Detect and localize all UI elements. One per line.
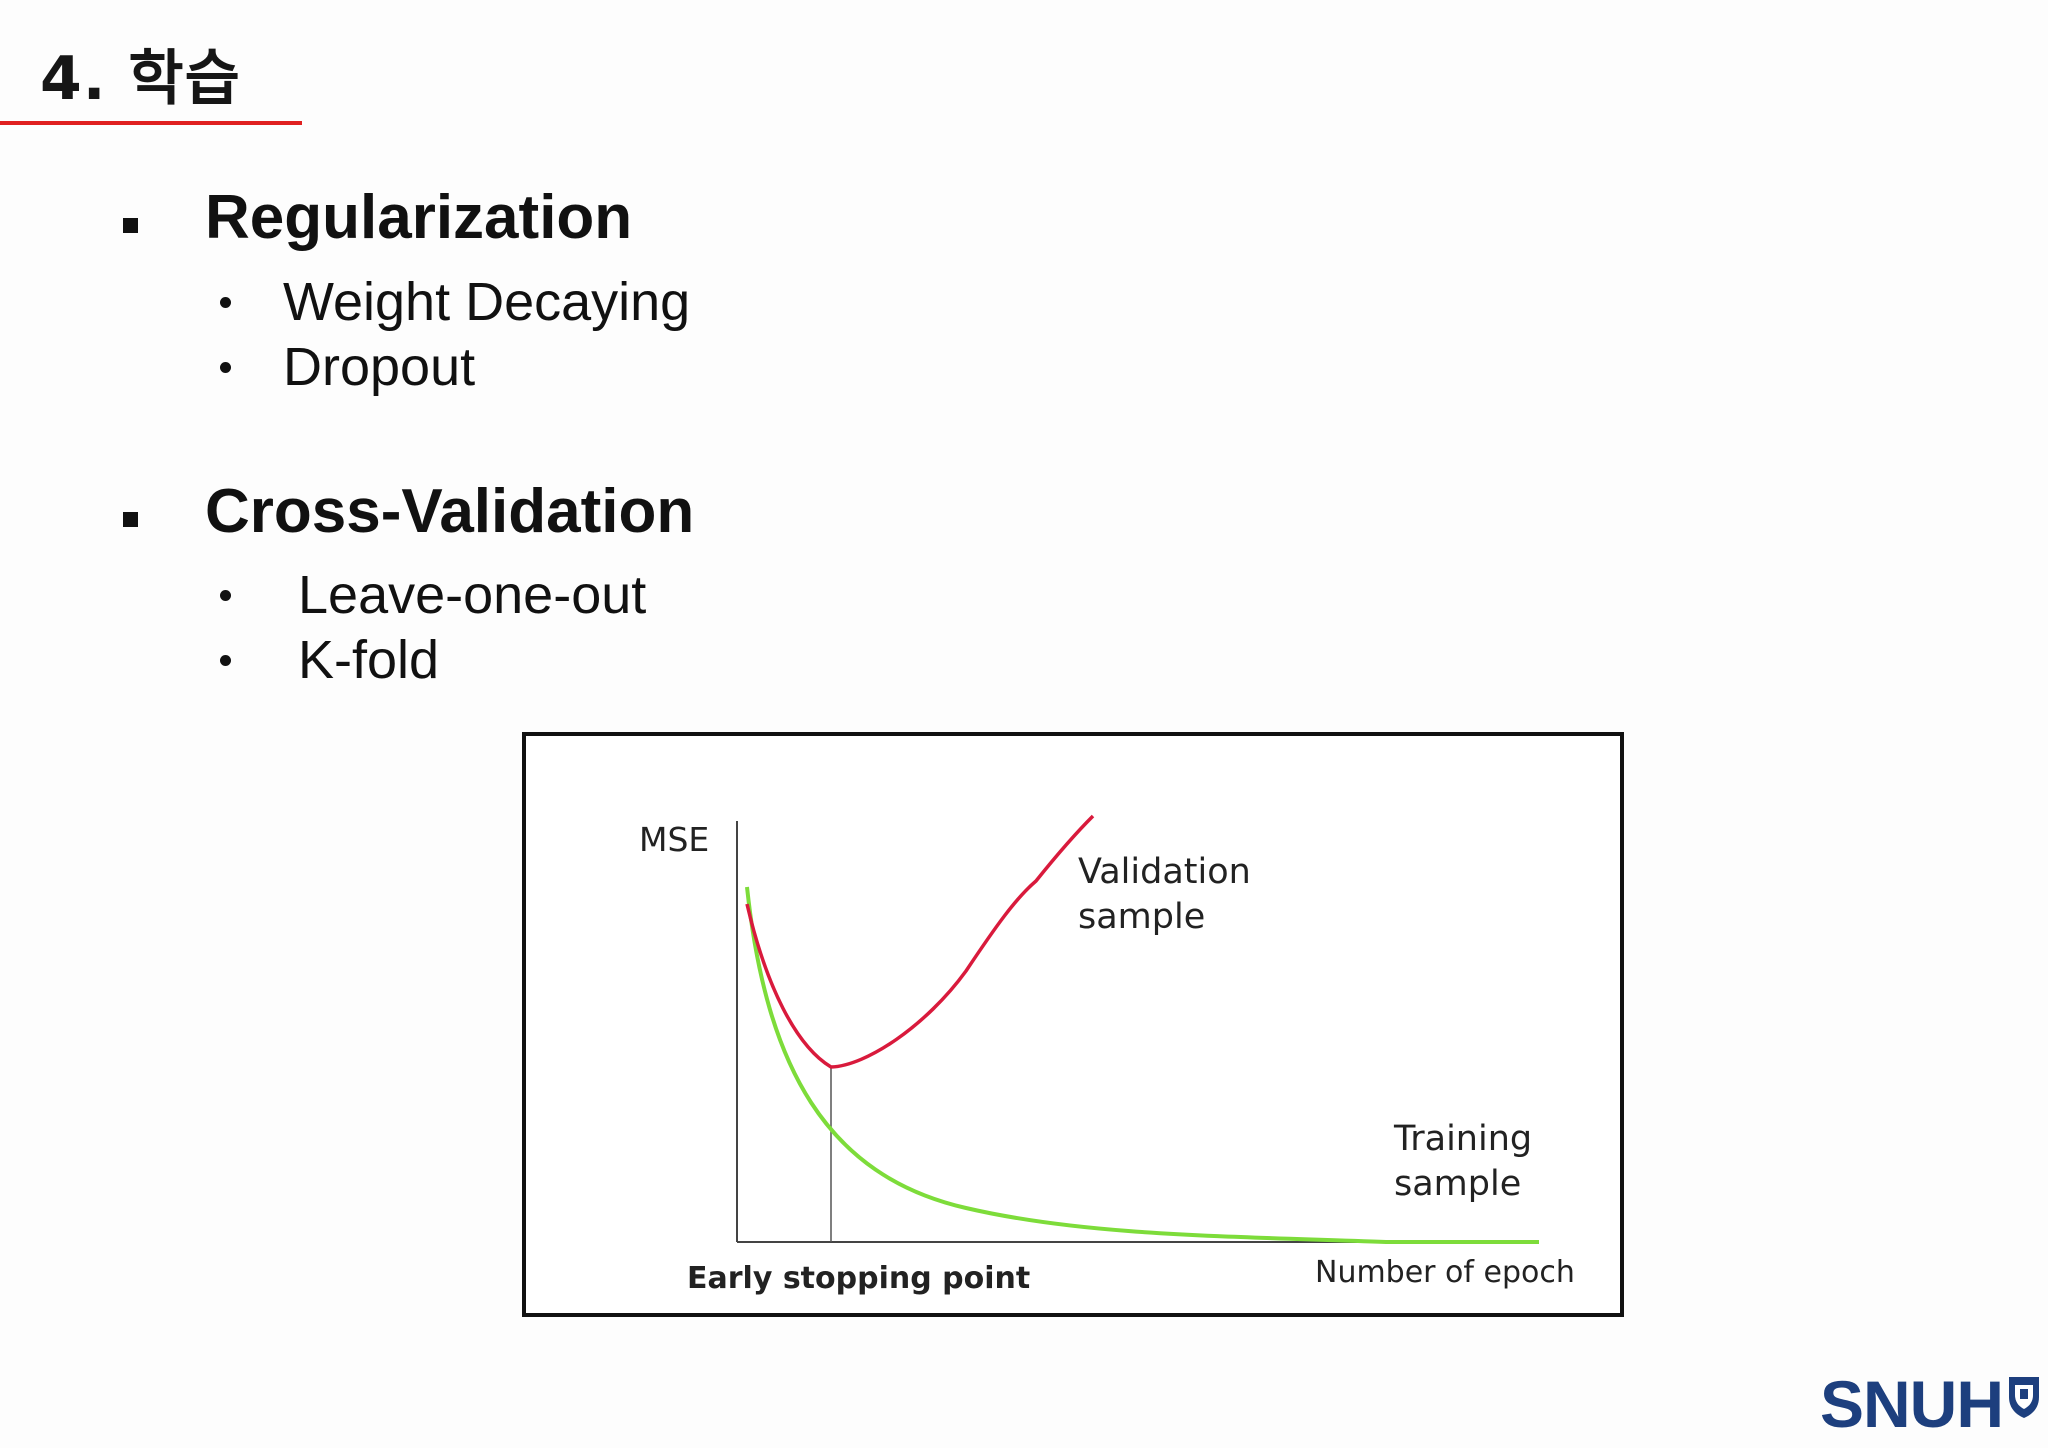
section-heading-row: Cross-Validation — [123, 477, 694, 546]
early-stopping-label: Early stopping point — [687, 1261, 1030, 1296]
validation-label-line1: Validation — [1078, 852, 1251, 892]
training-label-line2: sample — [1394, 1164, 1521, 1204]
slide-title: 4. 학습 — [40, 44, 241, 114]
logo-text: SNUH — [1820, 1367, 2004, 1441]
list-item-label: Dropout — [283, 337, 476, 397]
list-item-label: Leave-one-out — [298, 565, 647, 625]
section-heading: Regularization — [205, 183, 633, 252]
round-bullet-icon — [220, 361, 231, 373]
x-axis-label: Number of epoch — [1315, 1255, 1575, 1290]
validation-label-line2: sample — [1078, 897, 1205, 937]
list-item: Leave-one-out — [220, 563, 646, 627]
round-bullet-icon — [220, 654, 231, 666]
square-bullet-icon — [123, 512, 138, 527]
list-item: Dropout — [220, 335, 475, 399]
validation-curve — [745, 814, 1095, 1069]
y-axis-label: MSE — [639, 820, 709, 859]
square-bullet-icon — [123, 218, 138, 233]
title-underline — [0, 121, 302, 125]
list-item-label: Weight Decaying — [283, 272, 691, 332]
list-item-label: K-fold — [298, 630, 440, 690]
section-heading-row: Regularization — [123, 183, 632, 252]
early-stopping-figure: MSE Validation sample Training sample Ea… — [522, 732, 1624, 1317]
shield-icon — [2009, 1377, 2040, 1418]
section-heading: Cross-Validation — [205, 477, 695, 546]
round-bullet-icon — [220, 296, 231, 308]
figure-canvas: MSE Validation sample Training sample Ea… — [639, 814, 1575, 1296]
list-item: Weight Decaying — [220, 270, 690, 334]
round-bullet-icon — [220, 589, 231, 601]
training-label-line1: Training — [1393, 1119, 1532, 1159]
training-curve — [745, 886, 1539, 1244]
list-item: K-fold — [220, 628, 439, 692]
snuh-logo: SNUH — [1820, 1366, 2041, 1442]
